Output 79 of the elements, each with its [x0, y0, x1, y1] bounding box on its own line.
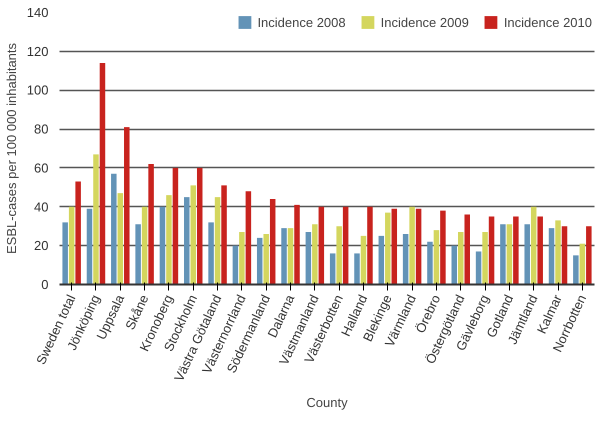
bar — [562, 226, 568, 284]
bar — [342, 206, 348, 284]
bar — [464, 214, 470, 284]
bar — [270, 199, 276, 284]
bar — [580, 244, 586, 284]
bar — [148, 164, 154, 284]
bar — [62, 222, 68, 284]
bar — [537, 216, 543, 284]
bar — [118, 193, 124, 284]
y-tick-label: 120 — [26, 44, 49, 59]
bar — [86, 208, 92, 284]
bar — [586, 226, 592, 284]
bar — [385, 212, 391, 284]
bar — [488, 216, 494, 284]
bar — [111, 174, 117, 284]
bar — [548, 228, 554, 284]
bar — [434, 230, 440, 284]
bar — [513, 216, 519, 284]
legend-label: Incidence 2009 — [380, 14, 469, 30]
bar — [402, 234, 408, 284]
bar — [221, 185, 227, 284]
bar — [458, 232, 464, 284]
bar — [239, 232, 245, 284]
bar — [75, 182, 81, 284]
bar — [555, 220, 561, 284]
x-axis-title: County — [306, 394, 348, 410]
bar — [476, 251, 482, 284]
y-tick-label: 100 — [26, 82, 49, 98]
bar — [232, 246, 238, 284]
bar — [530, 206, 536, 284]
bar — [190, 185, 196, 284]
bar — [506, 224, 512, 284]
bar — [196, 168, 202, 284]
y-tick-label: 40 — [34, 199, 49, 214]
bar — [124, 127, 130, 284]
bar — [360, 236, 366, 284]
bar — [68, 206, 74, 284]
bar — [172, 168, 178, 284]
bar — [452, 246, 458, 284]
bar — [135, 224, 141, 284]
y-tick-label: 0 — [41, 277, 49, 292]
y-tick-label: 60 — [34, 160, 49, 176]
y-tick-label: 80 — [34, 122, 49, 137]
bar — [208, 222, 214, 284]
bar — [214, 197, 220, 284]
bar — [142, 206, 148, 284]
bar — [482, 232, 488, 284]
bar — [409, 206, 415, 284]
bar — [246, 191, 252, 284]
y-axis-title: ESBL-cases per 100 000 inhabitants — [4, 42, 19, 254]
bar — [354, 253, 360, 284]
bar — [378, 236, 384, 284]
bar — [100, 63, 106, 284]
bar — [263, 234, 269, 284]
legend-label: Incidence 2010 — [504, 14, 592, 30]
bar — [330, 253, 336, 284]
bar — [93, 154, 99, 284]
bar — [312, 224, 318, 284]
bar — [427, 242, 433, 284]
bar — [440, 210, 446, 284]
bar — [256, 238, 262, 284]
bar — [524, 224, 530, 284]
bar — [392, 208, 398, 284]
legend-label: Incidence 2008 — [257, 14, 346, 30]
bar — [160, 206, 166, 284]
y-tick-label: 140 — [26, 5, 49, 20]
y-tick-label: 20 — [34, 238, 49, 254]
bar — [500, 224, 506, 284]
bar — [306, 232, 312, 284]
bar — [294, 204, 300, 284]
bar — [318, 206, 324, 284]
bar — [367, 206, 373, 284]
bar — [573, 255, 579, 284]
bar — [336, 226, 342, 284]
bar — [281, 228, 287, 284]
bar — [288, 228, 294, 284]
bar — [166, 195, 172, 284]
bar — [184, 197, 190, 284]
bar — [416, 208, 422, 284]
